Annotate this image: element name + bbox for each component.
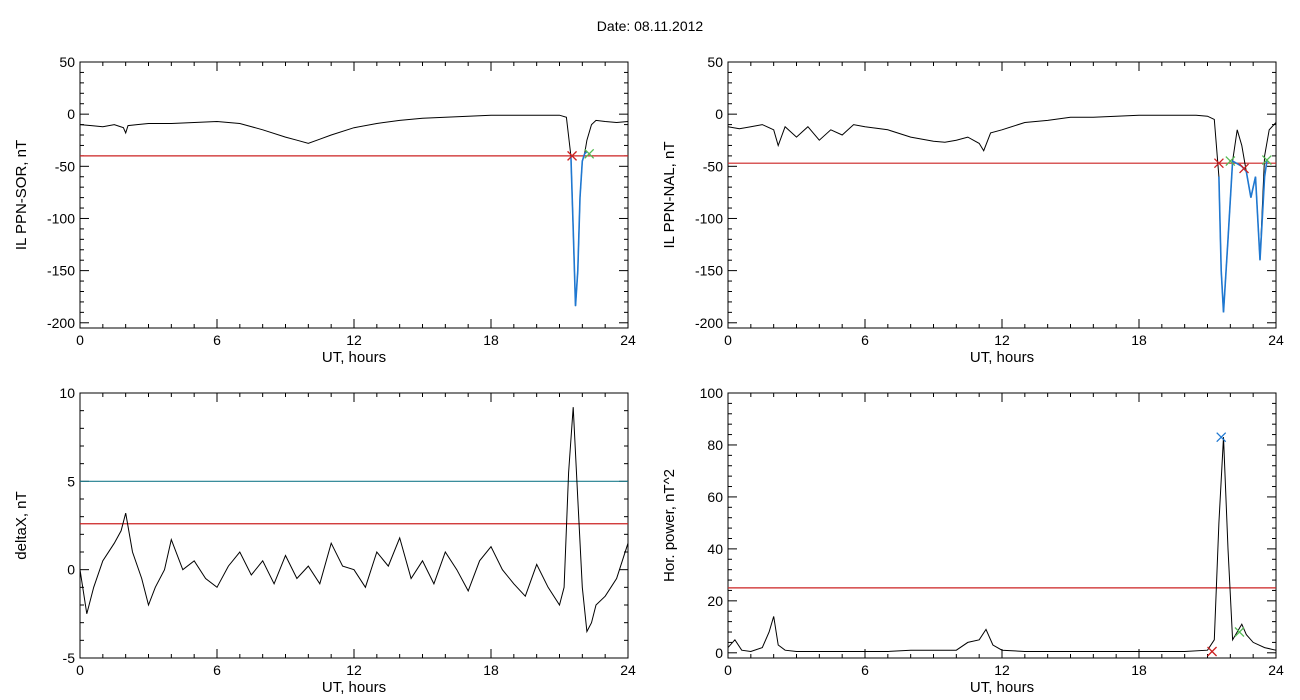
y-tick-label: 80	[707, 437, 723, 453]
x-tick-label: 18	[1131, 662, 1147, 678]
x-tick-label: 0	[724, 662, 732, 678]
y-tick-label: 10	[59, 385, 75, 401]
y-tick-label: 0	[715, 645, 723, 661]
x-tick-label: 18	[483, 662, 499, 678]
y-axis-label: IL PPN-NAL, nT	[661, 142, 678, 249]
series-line-1	[727, 114, 1277, 313]
y-tick-label: 50	[707, 54, 723, 70]
cross-marker	[567, 150, 578, 161]
cross-marker-stroke	[1234, 627, 1245, 637]
x-tick-label: 12	[346, 332, 362, 348]
y-axis-label: deltaX, nT	[13, 491, 30, 559]
cross-marker-stroke	[584, 148, 595, 159]
series-line-2	[570, 151, 588, 307]
series-line-2	[1218, 159, 1268, 313]
x-tick-label: 24	[620, 332, 636, 348]
x-tick-label: 0	[724, 332, 732, 348]
series-line-1	[79, 407, 629, 634]
x-axis-label: UT, hours	[970, 679, 1034, 696]
plot-frame	[79, 392, 629, 659]
x-axis-label: UT, hours	[322, 679, 386, 696]
cross-marker-stroke	[1207, 646, 1218, 657]
y-tick-label: 50	[59, 54, 75, 70]
y-tick-label: -50	[55, 158, 75, 174]
cross-marker	[584, 148, 595, 159]
x-tick-label: 6	[861, 332, 869, 348]
series-line-1	[79, 114, 629, 307]
cross-marker-stroke	[1213, 158, 1224, 169]
x-tick-label: 18	[1131, 332, 1147, 348]
y-tick-label: 0	[67, 562, 75, 578]
cross-marker-stroke	[1239, 163, 1249, 174]
x-tick-label: 6	[213, 332, 221, 348]
x-tick-label: 12	[994, 332, 1010, 348]
x-tick-label: 12	[994, 662, 1010, 678]
cross-marker	[1225, 156, 1236, 167]
panel-4: 0 6 12 18 24 100 80 60 40 20 0 UT, hours Hor. power,…	[661, 385, 1284, 696]
y-tick-label: -50	[703, 158, 723, 174]
y-tick-label: -5	[63, 650, 76, 666]
x-tick-label: 6	[861, 662, 869, 678]
panel-1: 0 6 12 18 24 50 0 -50 -100 -150 -200 UT, hours IL PP…	[13, 54, 636, 366]
y-tick-label: -100	[47, 210, 75, 226]
cross-marker-stroke	[1216, 432, 1227, 443]
cross-marker	[1239, 163, 1249, 174]
x-tick-label: 6	[213, 662, 221, 678]
y-tick-label: 60	[707, 489, 723, 505]
y-tick-label: 0	[715, 106, 723, 122]
y-tick-label: 0	[67, 106, 75, 122]
cross-marker	[1234, 627, 1245, 637]
cross-marker-stroke	[1225, 156, 1236, 167]
x-axis-label: UT, hours	[970, 349, 1034, 366]
y-tick-label: -150	[695, 263, 723, 279]
cross-marker	[1216, 432, 1227, 443]
y-tick-label: -200	[695, 315, 723, 331]
y-axis-label: Hor. power, nT^2	[661, 469, 678, 582]
x-tick-label: 24	[1268, 332, 1284, 348]
x-tick-label: 24	[620, 662, 636, 678]
x-tick-label: 12	[346, 662, 362, 678]
x-tick-label: 0	[76, 662, 84, 678]
y-tick-label: -200	[47, 315, 75, 331]
x-axis-label: UT, hours	[322, 349, 386, 366]
plot-frame	[727, 392, 1277, 659]
y-tick-label: 5	[67, 473, 75, 489]
page-title: Date: 08.11.2012	[596, 18, 704, 34]
cross-marker	[1213, 158, 1224, 169]
plot-frame	[727, 61, 1277, 329]
series-line-1	[727, 437, 1277, 653]
x-tick-label: 18	[483, 332, 499, 348]
x-tick-label: 24	[1268, 662, 1284, 678]
y-tick-label: 40	[707, 541, 723, 557]
panel-2: 0 6 12 18 24 50 0 -50 -100 -150 -200 UT, hours IL PP…	[661, 54, 1284, 366]
y-axis-label: IL PPN-SOR, nT	[13, 140, 30, 250]
y-tick-label: 100	[700, 385, 724, 401]
y-tick-label: 20	[707, 593, 723, 609]
x-tick-label: 0	[76, 332, 84, 348]
cross-marker	[1207, 646, 1218, 657]
cross-marker-stroke	[567, 150, 578, 161]
plot-frame	[79, 61, 629, 329]
y-tick-label: -150	[47, 263, 75, 279]
cross-marker	[1261, 155, 1272, 166]
cross-marker-stroke	[1261, 155, 1272, 166]
y-tick-label: -100	[695, 210, 723, 226]
